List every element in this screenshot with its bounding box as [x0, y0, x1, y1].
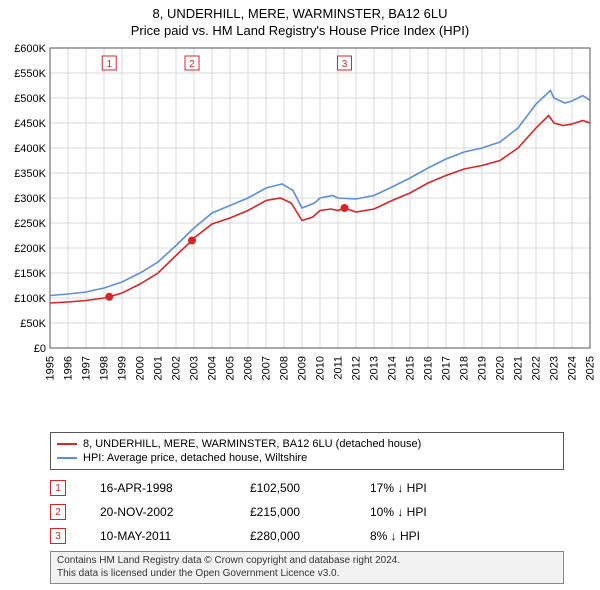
sale-point-1	[105, 293, 113, 301]
sale-date-3: 10-MAY-2011	[100, 529, 250, 543]
xtick-label: 1996	[62, 356, 74, 380]
ytick-label: £500K	[14, 93, 46, 105]
sales-row-1: 1 16-APR-1998 £102,500 17% ↓ HPI	[50, 476, 550, 500]
xtick-label: 1999	[116, 356, 128, 380]
sale-date-2: 20-NOV-2002	[100, 505, 250, 519]
xtick-label: 2022	[530, 356, 542, 380]
sale-price-3: £280,000	[250, 529, 370, 543]
xtick-label: 2021	[512, 356, 524, 380]
sale-price-2: £215,000	[250, 505, 370, 519]
page-container: { "title": "8, UNDERHILL, MERE, WARMINST…	[0, 0, 600, 590]
sales-row-3: 3 10-MAY-2011 £280,000 8% ↓ HPI	[50, 524, 550, 548]
xtick-label: 2008	[278, 356, 290, 380]
chart-title: 8, UNDERHILL, MERE, WARMINSTER, BA12 6LU	[0, 0, 600, 21]
sale-marker-number-1: 1	[106, 59, 112, 70]
xtick-label: 2018	[458, 356, 470, 380]
sale-date-1: 16-APR-1998	[100, 481, 250, 495]
sale-point-3	[340, 204, 348, 212]
legend-box: 8, UNDERHILL, MERE, WARMINSTER, BA12 6LU…	[50, 432, 564, 470]
xtick-label: 2013	[368, 356, 380, 380]
ytick-label: £100K	[14, 293, 46, 305]
sales-table: 1 16-APR-1998 £102,500 17% ↓ HPI 2 20-NO…	[50, 476, 550, 548]
xtick-label: 2015	[404, 356, 416, 380]
xtick-label: 2003	[188, 356, 200, 380]
ytick-label: £300K	[14, 193, 46, 205]
xtick-label: 2001	[152, 356, 164, 380]
chart-subtitle: Price paid vs. HM Land Registry's House …	[0, 21, 600, 42]
ytick-label: £0	[34, 343, 46, 355]
xtick-label: 1995	[44, 356, 56, 380]
sale-badge-2: 2	[50, 504, 66, 520]
sale-badge-1: 1	[50, 480, 66, 496]
xtick-label: 2010	[314, 356, 326, 380]
xtick-label: 2009	[296, 356, 308, 380]
chart-svg: £0 £50K £100K £150K £200K £250K £300K £350K £400…	[0, 44, 600, 424]
sale-marker-number-2: 2	[189, 59, 195, 70]
sale-badge-3: 3	[50, 528, 66, 544]
xtick-label: 2020	[494, 356, 506, 380]
xtick-label: 2024	[566, 356, 578, 380]
sale-hpi-3: 8% ↓ HPI	[370, 529, 520, 543]
xtick-label: 2017	[440, 356, 452, 380]
footer-line-1: Contains HM Land Registry data © Crown c…	[57, 555, 557, 568]
legend-row-subject: 8, UNDERHILL, MERE, WARMINSTER, BA12 6LU…	[57, 437, 557, 451]
xtick-label: 2000	[134, 356, 146, 380]
xtick-label: 2012	[350, 356, 362, 380]
xtick-label: 2014	[386, 356, 398, 380]
footer-box: Contains HM Land Registry data © Crown c…	[50, 551, 564, 584]
ytick-label: £350K	[14, 168, 46, 180]
xtick-label: 2007	[260, 356, 272, 380]
ytick-label: £600K	[14, 44, 46, 55]
xtick-label: 1998	[98, 356, 110, 380]
footer-line-2: This data is licensed under the Open Gov…	[57, 568, 557, 581]
sale-hpi-2: 10% ↓ HPI	[370, 505, 520, 519]
sales-row-2: 2 20-NOV-2002 £215,000 10% ↓ HPI	[50, 500, 550, 524]
xtick-label: 2023	[548, 356, 560, 380]
sale-point-2	[188, 237, 196, 245]
chart-zone: £0 £50K £100K £150K £200K £250K £300K £350K £400…	[0, 44, 600, 424]
legend-swatch-hpi	[57, 457, 77, 459]
xtick-label: 2006	[242, 356, 254, 380]
xtick-label: 2011	[332, 356, 344, 380]
ytick-label: £150K	[14, 268, 46, 280]
sale-marker-number-3: 3	[342, 59, 348, 70]
sale-hpi-1: 17% ↓ HPI	[370, 481, 520, 495]
ytick-label: £250K	[14, 218, 46, 230]
legend-swatch-subject	[57, 443, 77, 445]
ytick-label: £50K	[20, 318, 46, 330]
ytick-label: £550K	[14, 68, 46, 80]
xtick-label: 2005	[224, 356, 236, 380]
sale-price-1: £102,500	[250, 481, 370, 495]
xtick-label: 2016	[422, 356, 434, 380]
legend-row-hpi: HPI: Average price, detached house, Wilt…	[57, 451, 557, 465]
ytick-label: £450K	[14, 118, 46, 130]
ytick-label: £200K	[14, 243, 46, 255]
legend-label-hpi: HPI: Average price, detached house, Wilt…	[83, 452, 307, 464]
xtick-label: 2019	[476, 356, 488, 380]
xtick-label: 2002	[170, 356, 182, 380]
xtick-label: 2025	[584, 356, 596, 380]
xtick-label: 2004	[206, 356, 218, 380]
xtick-label: 1997	[80, 356, 92, 380]
legend-label-subject: 8, UNDERHILL, MERE, WARMINSTER, BA12 6LU…	[83, 438, 421, 450]
ytick-label: £400K	[14, 143, 46, 155]
